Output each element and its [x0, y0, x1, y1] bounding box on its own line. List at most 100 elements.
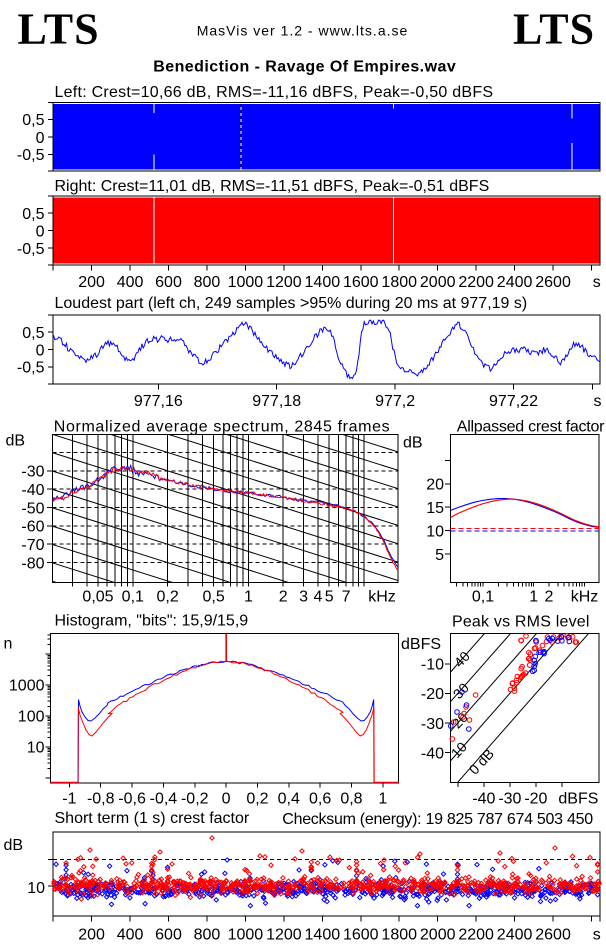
- svg-text:dB: dB: [4, 837, 24, 854]
- svg-text:0,5: 0,5: [22, 206, 44, 223]
- svg-text:s: s: [594, 393, 602, 410]
- svg-text:800: 800: [194, 927, 221, 944]
- svg-text:Right: Crest=11,01 dB, RMS=-11: Right: Crest=11,01 dB, RMS=-11,51 dBFS, …: [55, 178, 490, 195]
- svg-text:1400: 1400: [305, 927, 341, 944]
- svg-text:7: 7: [342, 589, 351, 606]
- svg-text:Peak vs RMS level: Peak vs RMS level: [452, 614, 590, 631]
- svg-text:2000: 2000: [420, 274, 456, 291]
- svg-text:0: 0: [36, 130, 45, 147]
- svg-text:-40: -40: [421, 745, 444, 762]
- svg-text:0,5: 0,5: [22, 325, 44, 342]
- svg-text:400: 400: [117, 274, 144, 291]
- svg-text:0,4: 0,4: [278, 791, 300, 808]
- svg-text:-30: -30: [21, 464, 44, 481]
- svg-text:0: 0: [36, 342, 45, 359]
- svg-text:1200: 1200: [266, 274, 302, 291]
- svg-text:0,1: 0,1: [122, 589, 144, 606]
- svg-text:1000: 1000: [228, 927, 264, 944]
- svg-text:600: 600: [155, 927, 182, 944]
- svg-text:Normalized average spectrum, 2: Normalized average spectrum, 2845 frames: [54, 419, 390, 436]
- svg-text:1000: 1000: [228, 274, 264, 291]
- svg-text:10: 10: [27, 740, 45, 757]
- svg-text:1: 1: [529, 589, 538, 606]
- svg-text:-20: -20: [524, 791, 547, 808]
- svg-text:2000: 2000: [420, 927, 456, 944]
- svg-text:2400: 2400: [497, 927, 533, 944]
- svg-text:0,8: 0,8: [340, 791, 362, 808]
- svg-text:Benediction - Ravage Of Empire: Benediction - Ravage Of Empires.wav: [153, 59, 456, 76]
- svg-text:977,18: 977,18: [252, 393, 301, 410]
- svg-text:-10: -10: [421, 657, 444, 674]
- svg-text:0,6: 0,6: [309, 791, 331, 808]
- svg-text:977,16: 977,16: [134, 393, 183, 410]
- svg-text:LTS: LTS: [18, 5, 100, 54]
- svg-text:-0,5: -0,5: [17, 147, 45, 164]
- svg-text:MasVis ver 1.2 - www.lts.a.se: MasVis ver 1.2 - www.lts.a.se: [197, 23, 409, 39]
- svg-text:200: 200: [78, 927, 105, 944]
- svg-text:-1: -1: [62, 791, 76, 808]
- svg-text:2: 2: [279, 589, 288, 606]
- svg-text:5: 5: [325, 589, 334, 606]
- svg-text:800: 800: [194, 274, 221, 291]
- svg-text:-30: -30: [421, 716, 444, 733]
- svg-text:Loudest part (left ch, 249 sa: Loudest part (left ch, 249 samples >95% …: [55, 295, 528, 312]
- svg-text:10: 10: [27, 880, 45, 897]
- svg-text:-20: -20: [421, 686, 444, 703]
- svg-text:s: s: [593, 927, 601, 944]
- svg-text:dBFS: dBFS: [558, 791, 598, 808]
- svg-text:-0,5: -0,5: [17, 360, 45, 377]
- svg-text:Allpassed crest factor: Allpassed crest factor: [457, 419, 605, 436]
- svg-text:-0,5: -0,5: [17, 241, 45, 258]
- svg-text:dB: dB: [6, 433, 26, 450]
- svg-text:-0,4: -0,4: [150, 791, 178, 808]
- svg-text:1600: 1600: [343, 274, 379, 291]
- svg-text:2600: 2600: [535, 274, 571, 291]
- svg-text:10: 10: [426, 523, 444, 540]
- svg-text:kHz: kHz: [571, 589, 599, 606]
- svg-text:-0,8: -0,8: [87, 791, 115, 808]
- svg-text:2400: 2400: [497, 274, 533, 291]
- svg-text:100: 100: [18, 709, 45, 726]
- svg-text:1800: 1800: [381, 927, 417, 944]
- svg-text:15: 15: [426, 500, 444, 517]
- svg-text:dBFS: dBFS: [401, 636, 441, 653]
- svg-text:2: 2: [545, 589, 554, 606]
- svg-text:200: 200: [78, 274, 105, 291]
- svg-text:LTS: LTS: [513, 5, 595, 54]
- svg-text:2600: 2600: [535, 927, 571, 944]
- svg-text:-40: -40: [472, 791, 495, 808]
- svg-text:Left: Crest=10,66 dB, RMS=-11,: Left: Crest=10,66 dB, RMS=-11,16 dBFS, P…: [55, 84, 494, 101]
- svg-text:1400: 1400: [305, 274, 341, 291]
- svg-text:0,5: 0,5: [22, 112, 44, 129]
- svg-text:0,5: 0,5: [202, 589, 224, 606]
- svg-text:-80: -80: [21, 555, 44, 572]
- svg-text:Checksum (energy): 19 825 787: Checksum (energy): 19 825 787 674 503 45…: [282, 811, 593, 828]
- svg-text:-0,6: -0,6: [118, 791, 146, 808]
- svg-text:1: 1: [378, 791, 387, 808]
- svg-text:1600: 1600: [343, 927, 379, 944]
- svg-text:-70: -70: [21, 537, 44, 554]
- svg-text:1000: 1000: [9, 678, 45, 695]
- svg-text:-60: -60: [21, 519, 44, 536]
- svg-text:-50: -50: [21, 500, 44, 517]
- svg-text:4: 4: [314, 589, 323, 606]
- svg-text:1200: 1200: [266, 927, 302, 944]
- svg-text:s: s: [593, 274, 601, 291]
- svg-text:dB: dB: [403, 435, 423, 452]
- svg-text:2200: 2200: [458, 927, 494, 944]
- svg-text:1800: 1800: [381, 274, 417, 291]
- svg-text:977,22: 977,22: [489, 393, 538, 410]
- svg-text:-40: -40: [21, 482, 44, 499]
- svg-text:-0,2: -0,2: [181, 791, 209, 808]
- svg-text:977,2: 977,2: [375, 393, 415, 410]
- svg-text:0,2: 0,2: [246, 791, 268, 808]
- svg-text:1: 1: [244, 589, 253, 606]
- svg-text:0,1: 0,1: [472, 589, 494, 606]
- svg-text:-30: -30: [498, 791, 521, 808]
- svg-text:5: 5: [435, 547, 444, 564]
- svg-text:3: 3: [299, 589, 308, 606]
- svg-text:0,2: 0,2: [156, 589, 178, 606]
- svg-text:Histogram, "bits": 15,9/15,9: Histogram, "bits": 15,9/15,9: [55, 613, 249, 630]
- svg-text:0: 0: [36, 223, 45, 240]
- svg-text:20: 20: [426, 477, 444, 494]
